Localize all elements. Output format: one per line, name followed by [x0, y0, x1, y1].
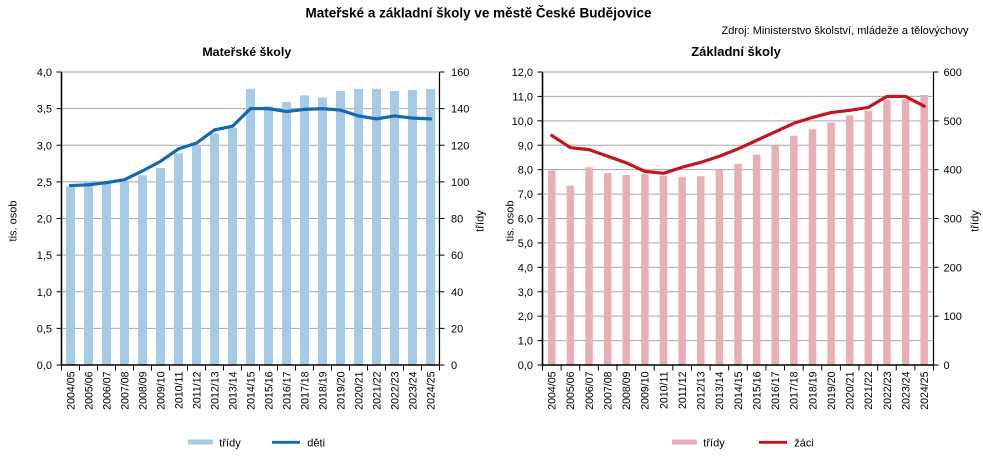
svg-text:2019/20: 2019/20 — [335, 371, 347, 409]
svg-text:2009/10: 2009/10 — [640, 371, 652, 409]
svg-text:40: 40 — [451, 287, 463, 299]
svg-text:2017/18: 2017/18 — [299, 371, 311, 409]
svg-text:2016/17: 2016/17 — [770, 371, 782, 409]
svg-text:2007/08: 2007/08 — [119, 371, 131, 409]
svg-text:2020/21: 2020/21 — [353, 371, 365, 409]
svg-text:tis. osob: tis. osob — [505, 201, 517, 242]
svg-text:2008/09: 2008/09 — [621, 371, 633, 409]
svg-text:100: 100 — [944, 311, 962, 323]
svg-text:2006/07: 2006/07 — [101, 371, 113, 409]
svg-text:2020/21: 2020/21 — [845, 371, 857, 409]
svg-text:2018/19: 2018/19 — [807, 371, 819, 409]
svg-text:1,5: 1,5 — [37, 250, 52, 262]
svg-text:2012/13: 2012/13 — [696, 371, 708, 409]
svg-text:3,5: 3,5 — [37, 104, 52, 116]
svg-text:2024/25: 2024/25 — [425, 371, 437, 409]
svg-text:20: 20 — [451, 323, 463, 335]
svg-text:2005/06: 2005/06 — [565, 371, 577, 409]
svg-text:0: 0 — [451, 360, 457, 372]
svg-text:2,0: 2,0 — [37, 214, 52, 226]
svg-text:11,0: 11,0 — [512, 91, 533, 103]
svg-text:0,0: 0,0 — [518, 360, 533, 372]
svg-text:2014/15: 2014/15 — [733, 371, 745, 409]
svg-text:2021/22: 2021/22 — [863, 371, 875, 409]
svg-text:300: 300 — [944, 214, 962, 226]
svg-text:2,0: 2,0 — [518, 311, 533, 323]
svg-text:1,0: 1,0 — [37, 287, 52, 299]
svg-text:400: 400 — [944, 165, 962, 177]
svg-text:2011/12: 2011/12 — [191, 371, 203, 409]
svg-text:2004/05: 2004/05 — [65, 371, 77, 409]
svg-text:12,0: 12,0 — [512, 67, 533, 79]
svg-text:Mateřské a základní školy ve m: Mateřské a základní školy ve městě České… — [306, 6, 652, 21]
svg-text:2013/14: 2013/14 — [714, 371, 726, 409]
svg-text:2011/12: 2011/12 — [677, 371, 689, 409]
svg-text:160: 160 — [451, 67, 469, 79]
svg-text:4,0: 4,0 — [37, 67, 52, 79]
svg-text:2012/13: 2012/13 — [209, 371, 221, 409]
svg-text:80: 80 — [451, 214, 463, 226]
svg-text:500: 500 — [944, 116, 962, 128]
svg-text:2022/23: 2022/23 — [882, 371, 894, 409]
svg-text:7,0: 7,0 — [518, 189, 533, 201]
svg-text:děti: děti — [307, 437, 325, 449]
svg-text:2010/11: 2010/11 — [658, 371, 670, 409]
svg-text:2010/11: 2010/11 — [173, 371, 185, 409]
svg-text:140: 140 — [451, 104, 469, 116]
svg-text:2007/08: 2007/08 — [602, 371, 614, 409]
svg-text:žáci: žáci — [794, 437, 814, 449]
svg-text:tis. osob: tis. osob — [8, 201, 20, 242]
svg-text:2022/23: 2022/23 — [389, 371, 401, 409]
svg-text:0: 0 — [944, 360, 950, 372]
svg-text:Základní školy: Základní školy — [691, 44, 781, 59]
svg-text:600: 600 — [944, 67, 962, 79]
svg-text:třídy: třídy — [219, 437, 241, 449]
svg-text:2009/10: 2009/10 — [155, 371, 167, 409]
svg-text:5,0: 5,0 — [518, 238, 533, 250]
svg-text:100: 100 — [451, 177, 469, 189]
svg-text:2013/14: 2013/14 — [227, 371, 239, 409]
svg-text:Mateřské školy: Mateřské školy — [202, 45, 291, 59]
svg-text:60: 60 — [451, 250, 463, 262]
svg-text:2015/16: 2015/16 — [751, 371, 763, 409]
svg-text:10,0: 10,0 — [512, 116, 533, 128]
svg-text:2005/06: 2005/06 — [83, 371, 95, 409]
svg-text:2024/25: 2024/25 — [919, 371, 931, 409]
svg-text:třídy: třídy — [703, 437, 725, 449]
svg-text:2023/24: 2023/24 — [407, 371, 419, 409]
svg-text:2017/18: 2017/18 — [789, 371, 801, 409]
svg-text:3,0: 3,0 — [37, 140, 52, 152]
svg-text:8,0: 8,0 — [518, 165, 533, 177]
svg-text:2004/05: 2004/05 — [547, 371, 559, 409]
svg-text:3,0: 3,0 — [518, 287, 533, 299]
svg-text:2008/09: 2008/09 — [137, 371, 149, 409]
svg-text:2014/15: 2014/15 — [245, 371, 257, 409]
svg-text:4,0: 4,0 — [518, 262, 533, 274]
svg-text:2021/22: 2021/22 — [371, 371, 383, 409]
svg-text:1,0: 1,0 — [518, 336, 533, 348]
svg-text:2023/24: 2023/24 — [900, 371, 912, 409]
svg-text:třídy: třídy — [475, 210, 487, 232]
svg-text:2006/07: 2006/07 — [584, 371, 596, 409]
svg-text:Zdroj: Ministerstvo školství,: Zdroj: Ministerstvo školství, mládeže a … — [722, 25, 969, 37]
svg-text:200: 200 — [944, 262, 962, 274]
svg-text:120: 120 — [451, 140, 469, 152]
svg-text:třídy: třídy — [970, 210, 982, 232]
svg-text:6,0: 6,0 — [518, 214, 533, 226]
svg-text:9,0: 9,0 — [518, 140, 533, 152]
svg-text:2019/20: 2019/20 — [826, 371, 838, 409]
svg-text:2016/17: 2016/17 — [281, 371, 293, 409]
svg-text:0,0: 0,0 — [37, 360, 52, 372]
svg-text:2018/19: 2018/19 — [317, 371, 329, 409]
svg-text:0,5: 0,5 — [37, 323, 52, 335]
svg-text:2015/16: 2015/16 — [263, 371, 275, 409]
svg-text:2,5: 2,5 — [37, 177, 52, 189]
